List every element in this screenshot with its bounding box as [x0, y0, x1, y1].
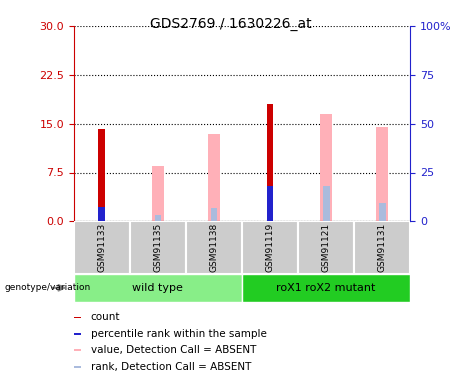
- Text: GSM91131: GSM91131: [378, 223, 387, 272]
- Bar: [242, 221, 298, 274]
- Bar: [267, 104, 273, 221]
- Bar: [208, 134, 220, 221]
- Bar: [154, 215, 161, 221]
- Text: GSM91138: GSM91138: [209, 223, 219, 272]
- Bar: [152, 166, 164, 221]
- Text: genotype/variation: genotype/variation: [5, 284, 91, 292]
- Bar: [379, 203, 385, 221]
- Text: GSM91121: GSM91121: [322, 223, 331, 272]
- Bar: [186, 221, 242, 274]
- Bar: [267, 186, 273, 221]
- Bar: [354, 221, 410, 274]
- Text: wild type: wild type: [132, 283, 183, 293]
- Bar: [74, 350, 81, 351]
- Bar: [323, 186, 330, 221]
- Bar: [99, 129, 105, 221]
- Text: GDS2769 / 1630226_at: GDS2769 / 1630226_at: [150, 17, 311, 31]
- Bar: [99, 207, 105, 221]
- Text: roX1 roX2 mutant: roX1 roX2 mutant: [277, 283, 376, 293]
- Text: count: count: [91, 312, 120, 322]
- Bar: [74, 274, 242, 302]
- Text: GSM91119: GSM91119: [266, 223, 275, 272]
- Bar: [211, 208, 217, 221]
- Text: value, Detection Call = ABSENT: value, Detection Call = ABSENT: [91, 345, 256, 355]
- Text: GSM91135: GSM91135: [154, 223, 162, 272]
- Text: percentile rank within the sample: percentile rank within the sample: [91, 329, 266, 339]
- Text: rank, Detection Call = ABSENT: rank, Detection Call = ABSENT: [91, 362, 251, 372]
- Bar: [242, 274, 410, 302]
- Text: GSM91133: GSM91133: [97, 223, 106, 272]
- Bar: [74, 221, 130, 274]
- Bar: [376, 127, 389, 221]
- Bar: [130, 221, 186, 274]
- Bar: [74, 333, 81, 335]
- Bar: [320, 114, 332, 221]
- Bar: [298, 221, 354, 274]
- Bar: [74, 316, 81, 318]
- Bar: [74, 366, 81, 368]
